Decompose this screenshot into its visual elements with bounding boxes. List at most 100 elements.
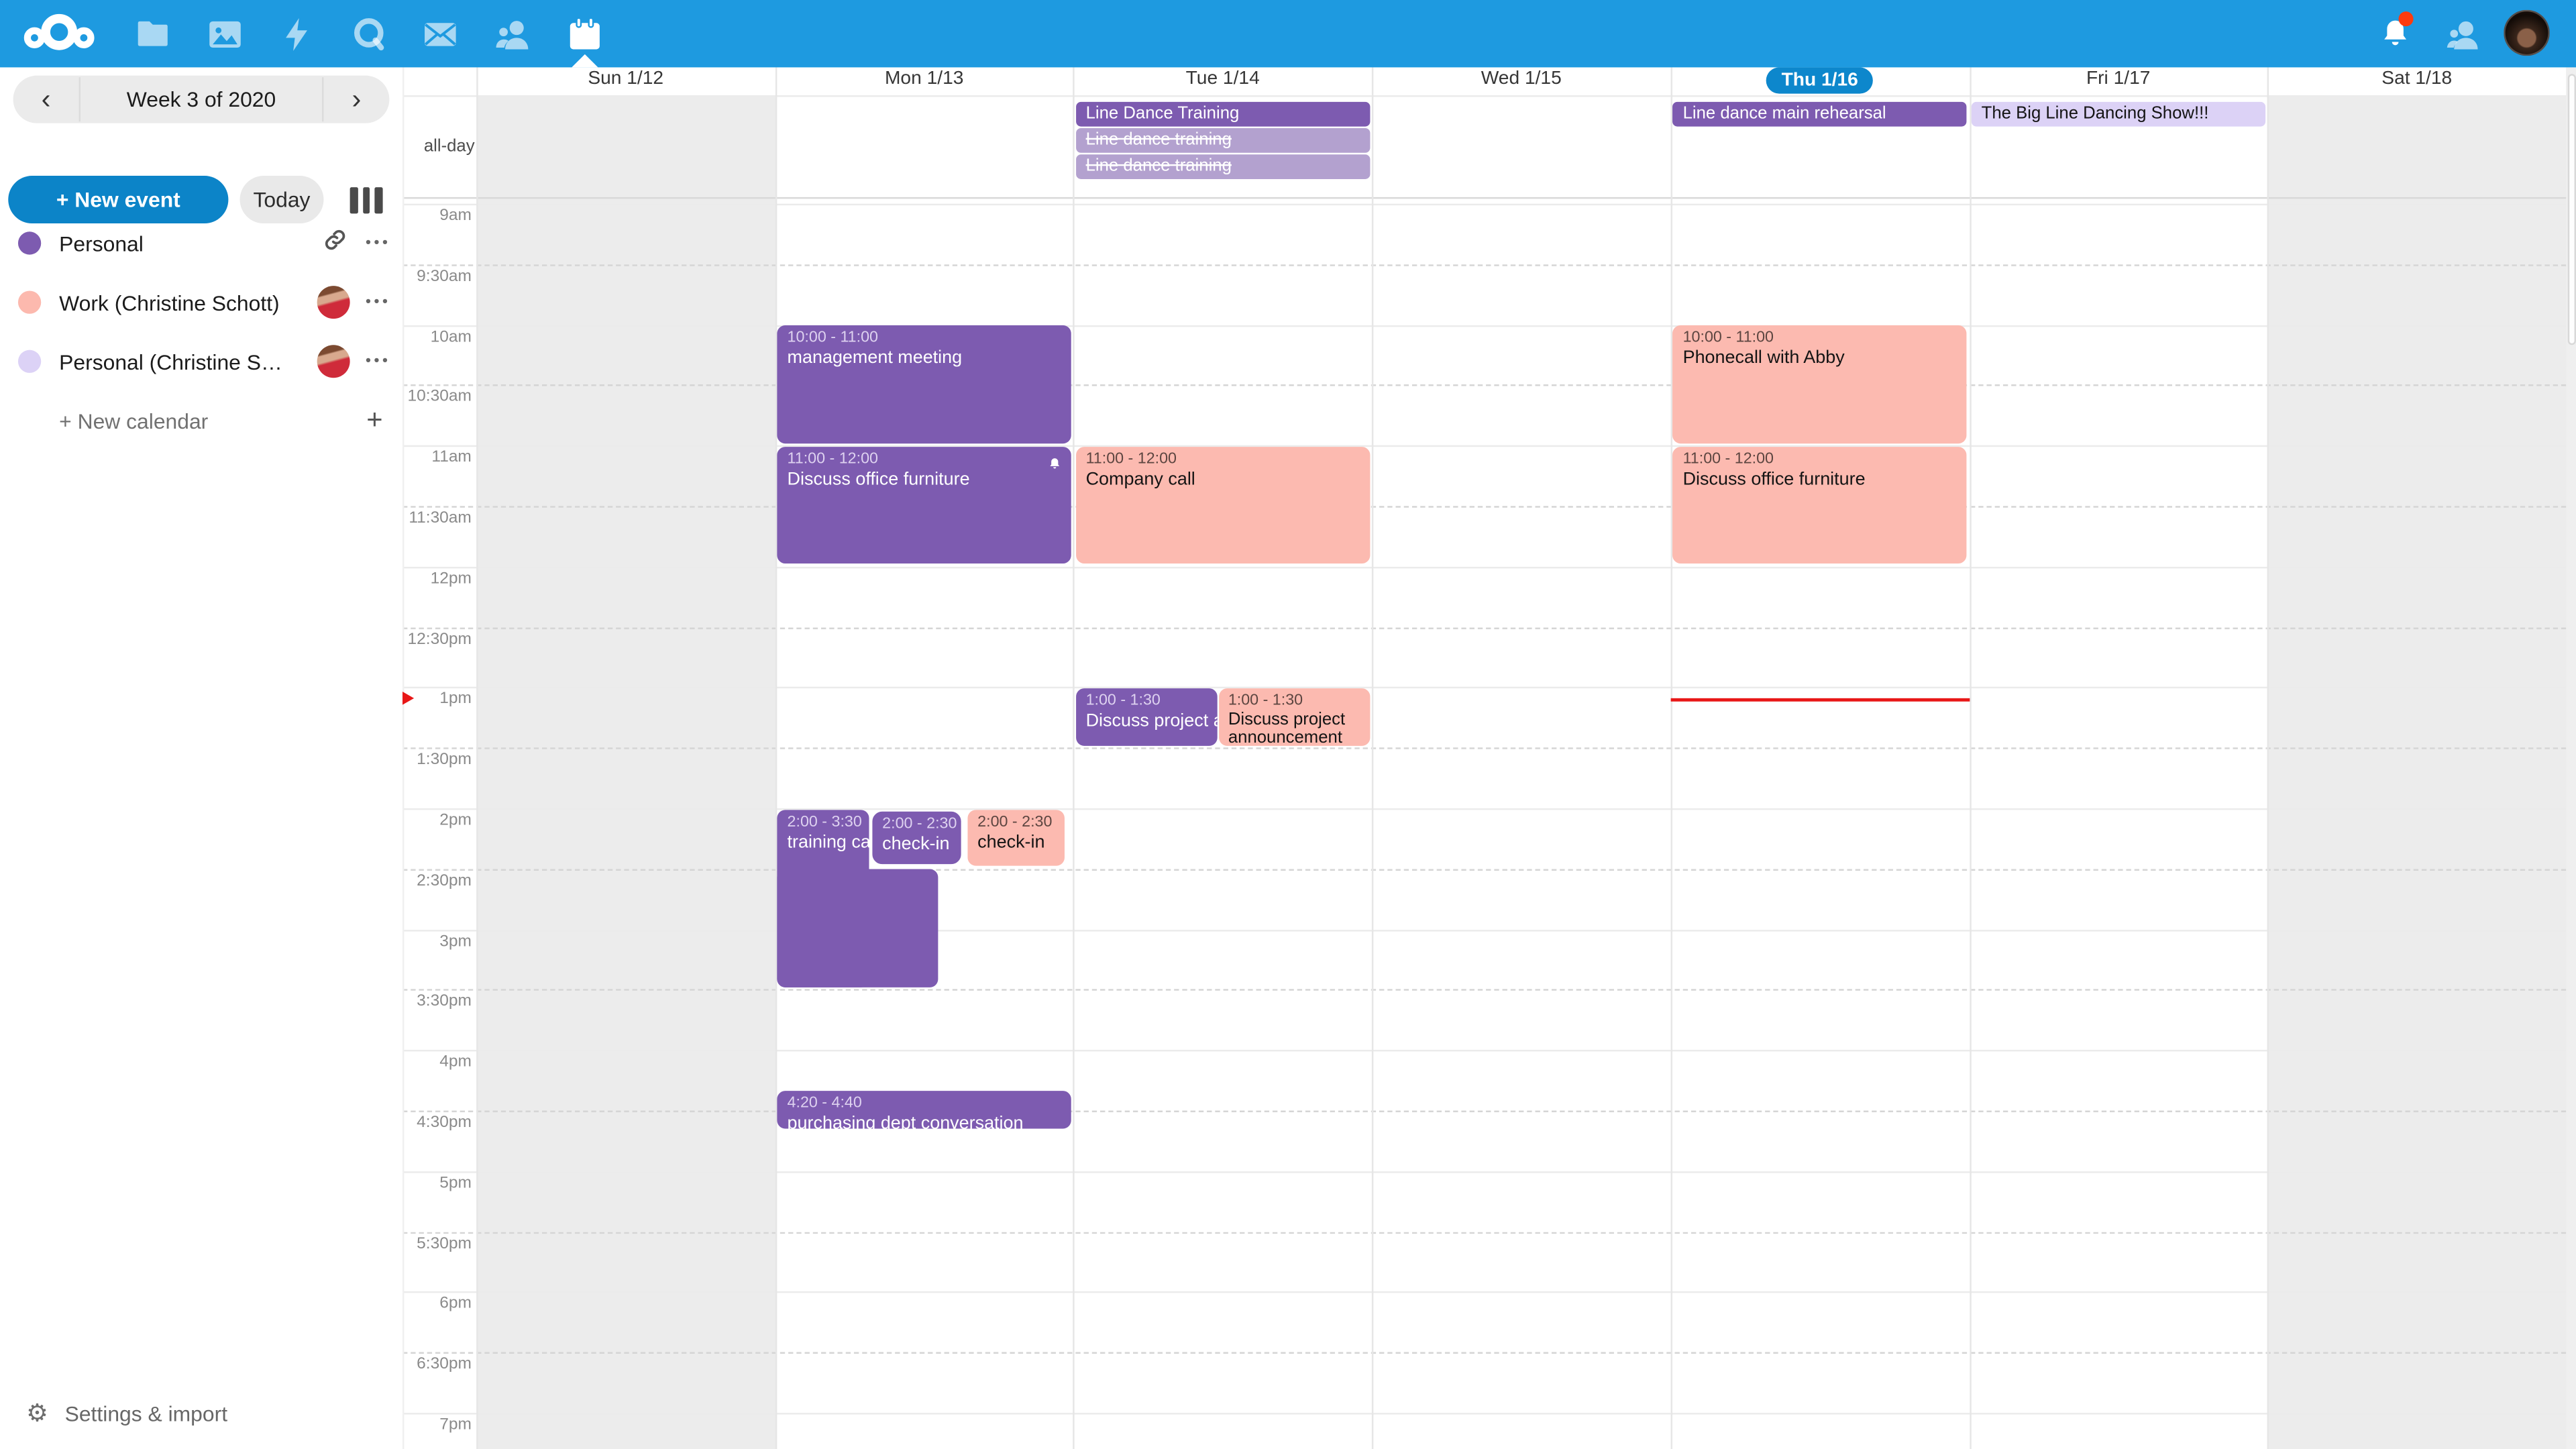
column-divider xyxy=(775,67,777,1449)
time-label: 1:30pm xyxy=(417,751,472,769)
calendar-event[interactable]: 4:20 - 4:40 purchasing dept conversation xyxy=(777,1091,1071,1134)
today-button[interactable]: Today xyxy=(239,176,324,224)
calendar-actions-menu-icon[interactable]: ●●● xyxy=(365,297,391,307)
photos-icon[interactable] xyxy=(205,15,245,54)
hour-line xyxy=(402,929,2567,931)
calendar-list-item[interactable]: Personal (Christine Scho… ●●● xyxy=(0,332,402,391)
view-switcher-week-icon[interactable] xyxy=(350,187,382,214)
time-label: 6pm xyxy=(439,1295,472,1313)
column-divider xyxy=(1073,67,1075,1449)
calendar-actions-menu-icon[interactable]: ●●● xyxy=(365,356,391,367)
allday-label: all-day xyxy=(423,136,475,156)
week-navigation: ‹ Week 3 of 2020 › xyxy=(13,75,390,123)
event-time: 10:00 - 11:00 xyxy=(787,329,878,347)
calendar-event[interactable]: 2:00 - 3:30 training call xyxy=(777,809,870,987)
nextcloud-logo-icon[interactable] xyxy=(21,8,97,66)
previous-week-button[interactable]: ‹ xyxy=(41,83,51,115)
day-header[interactable]: Mon 1/13 xyxy=(884,68,964,89)
day-header[interactable]: Sun 1/12 xyxy=(588,68,664,89)
event-title: management meeting xyxy=(787,348,963,368)
calendar-list-item[interactable]: Work (Christine Schott) ●●● xyxy=(0,273,402,332)
hour-line xyxy=(402,1050,2567,1052)
active-app-pointer xyxy=(572,54,598,68)
time-label: 3:30pm xyxy=(417,993,472,1012)
calendar-name: Work (Christine Schott) xyxy=(59,290,280,315)
next-week-button[interactable]: › xyxy=(352,83,362,115)
half-hour-line xyxy=(402,869,2567,871)
calendar-event[interactable]: 11:00 - 12:00 Discuss office furniture xyxy=(777,446,1071,564)
hour-line xyxy=(402,687,2567,690)
allday-event[interactable]: Line dance main rehearsal xyxy=(1672,101,1967,126)
allday-event[interactable]: Line Dance Training xyxy=(1075,101,1370,126)
calendar-color-dot xyxy=(17,290,42,314)
time-label: 3pm xyxy=(439,932,472,951)
event-title: Discuss office furniture xyxy=(1682,469,1866,490)
talk-icon[interactable] xyxy=(350,15,390,54)
share-link-icon[interactable] xyxy=(317,227,354,259)
calendar-name: Personal xyxy=(59,231,144,256)
settings-import-button[interactable]: ⚙ Settings & import xyxy=(0,1390,402,1436)
notifications-bell-icon[interactable] xyxy=(2375,11,2415,54)
activity-icon[interactable] xyxy=(278,15,317,54)
day-header[interactable]: Tue 1/14 xyxy=(1185,68,1260,89)
calendar-color-dot xyxy=(17,350,42,373)
time-label: 5:30pm xyxy=(417,1234,472,1253)
user-avatar[interactable] xyxy=(2504,9,2550,56)
calendar-event[interactable]: 2:00 - 2:30 check-in xyxy=(871,809,963,867)
day-header[interactable]: Sat 1/18 xyxy=(2381,68,2453,89)
today-pill: Thu 1/16 xyxy=(1766,67,1873,94)
scrollbar-track xyxy=(2566,67,2576,1449)
calendar-event[interactable]: 11:00 - 12:00 Discuss office furniture xyxy=(1672,446,1967,564)
calendar-event[interactable]: 2:00 - 2:30 check-in xyxy=(967,809,1065,867)
event-title: training call xyxy=(787,832,870,852)
half-hour-line xyxy=(402,385,2567,387)
day-header[interactable]: Wed 1/15 xyxy=(1481,68,1562,89)
shared-by-avatar xyxy=(317,345,350,378)
time-label: 1pm xyxy=(439,690,472,709)
time-label: 7pm xyxy=(439,1416,472,1434)
time-label: 9am xyxy=(439,207,472,225)
time-label: 6:30pm xyxy=(417,1355,472,1374)
time-label: 10:30am xyxy=(407,388,472,407)
day-header[interactable]: Thu 1/16 xyxy=(1670,67,1969,94)
calendar-event[interactable]: 10:00 - 11:00 management meeting xyxy=(777,325,1071,443)
day-header[interactable]: Fri 1/17 xyxy=(2086,68,2151,89)
plus-icon[interactable]: + xyxy=(366,404,383,435)
allday-event[interactable]: Line dance training xyxy=(1075,153,1370,178)
hour-line xyxy=(402,808,2567,810)
new-calendar-button[interactable]: + New calendar + xyxy=(0,391,402,450)
time-label: 4pm xyxy=(439,1053,472,1072)
allday-event[interactable]: Line dance training xyxy=(1075,127,1370,152)
hour-line xyxy=(402,1413,2567,1415)
calendar-event[interactable]: 11:00 - 12:00 Company call xyxy=(1075,446,1370,564)
event-time: 2:00 - 2:30 xyxy=(882,814,957,833)
calendar-event[interactable]: 10:00 - 11:00 Phonecall with Abby xyxy=(1672,325,1967,443)
event-time: 11:00 - 12:00 xyxy=(1085,449,1177,468)
contacts-menu-icon[interactable] xyxy=(2443,15,2483,54)
hour-line xyxy=(402,566,2567,568)
calendar-list-item[interactable]: Personal ●●● xyxy=(0,213,402,272)
calendar-icon-active[interactable] xyxy=(565,15,604,54)
event-time: 1:00 - 1:30 xyxy=(1085,691,1161,710)
half-hour-line xyxy=(402,1110,2567,1112)
top-navigation-bar xyxy=(0,0,2576,68)
files-icon[interactable] xyxy=(133,15,172,54)
week-label[interactable]: Week 3 of 2020 xyxy=(78,77,324,122)
current-time-arrow xyxy=(402,690,415,704)
event-time: 4:20 - 4:40 xyxy=(787,1094,862,1113)
scrollbar-thumb[interactable] xyxy=(2567,74,2575,345)
event-title: Discuss project announcement xyxy=(1085,711,1217,731)
event-title: Discuss office furniture xyxy=(787,469,970,490)
hour-line xyxy=(402,445,2567,447)
app-sidebar: ‹ Week 3 of 2020 › + New event Today Per… xyxy=(0,67,403,1449)
allday-event[interactable]: The Big Line Dancing Show!!! xyxy=(1971,101,2265,126)
calendar-actions-menu-icon[interactable]: ●●● xyxy=(365,238,391,248)
mail-icon[interactable] xyxy=(421,15,460,54)
event-title: Discuss project announcement xyxy=(1228,709,1346,746)
column-divider xyxy=(1969,67,1971,1449)
contacts-icon[interactable] xyxy=(493,15,533,54)
new-event-button[interactable]: + New event xyxy=(8,176,229,224)
event-time: 2:00 - 3:30 xyxy=(787,812,862,830)
